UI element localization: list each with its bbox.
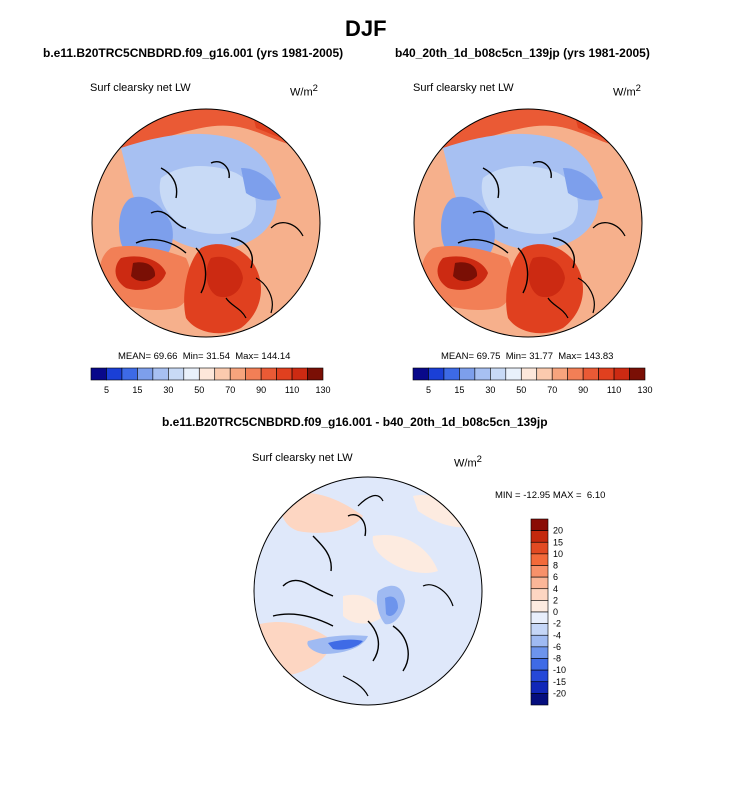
colorbar-swatch [530,669,549,683]
colorbar-swatch [307,367,324,381]
colorbar-tick-label: -2 [553,619,561,629]
colorbar-swatch [106,367,123,381]
colorbar-tick-label: -20 [553,688,566,698]
colorbar-tick-label: 6 [553,572,558,582]
colorbar-tick-label: -15 [553,677,566,687]
colorbar-tick-label: 8 [553,561,558,571]
colorbar-tick-label: 30 [163,385,173,395]
panel-2-colorbar: 5 15 30 50 70 90 110 130 [412,367,653,395]
colorbar-swatch [567,367,584,381]
panel-1-title: b.e11.B20TRC5CNBDRD.f09_g16.001 (yrs 198… [43,46,344,60]
page-title: DJF [345,16,387,41]
panel-2-stats: MEAN= 69.75 Min= 31.77 Max= 143.83 [441,351,614,362]
panel-1-variable: Surf clearsky net LW [90,82,191,94]
colorbar-tick-label: 130 [315,385,330,395]
colorbar-swatch [90,367,107,381]
colorbar-swatch [530,693,549,706]
colorbar-tick-label: 0 [553,607,558,617]
colorbar-swatch [198,367,216,381]
diff-variable: Surf clearsky net LW [252,452,353,464]
colorbar-tick-label: 70 [225,385,235,395]
diff-units: W/m2 [454,454,482,470]
colorbar-tick-label: 130 [637,385,652,395]
colorbar-swatch [551,367,568,381]
panel-1-stats: MEAN= 69.66 Min= 31.54 Max= 144.14 [118,351,291,362]
colorbar-tick-label: 50 [516,385,526,395]
colorbar-swatch [530,646,549,659]
panel-1-units: W/m2 [290,83,318,99]
colorbar-swatch [229,367,246,381]
colorbar-tick-label: 20 [553,526,563,536]
colorbar-swatch [260,367,277,381]
colorbar-swatch [530,588,549,601]
colorbar-tick-label: 50 [194,385,204,395]
colorbar-swatch [291,367,308,381]
colorbar-swatch [121,367,138,381]
panel-2-variable: Surf clearsky net LW [413,82,514,94]
colorbar-tick-label: -4 [553,630,561,640]
colorbar-swatch [520,367,538,381]
colorbar-tick-label: 10 [553,549,563,559]
colorbar-swatch [530,634,549,648]
colorbar-swatch [214,367,231,381]
colorbar-swatch [530,530,549,543]
colorbar-swatch [530,553,549,566]
colorbar-tick-label: 90 [256,385,266,395]
diff-title: b.e11.B20TRC5CNBDRD.f09_g16.001 - b40_20… [162,415,548,429]
panel-2-map [413,108,643,338]
colorbar-tick-label: 70 [547,385,557,395]
colorbar-swatch [490,367,507,381]
colorbar-swatch [530,576,549,590]
colorbar-swatch [530,623,549,636]
colorbar-swatch [137,367,154,381]
colorbar-swatch [474,367,491,381]
colorbar-swatch [459,367,476,381]
colorbar-swatch [582,367,599,381]
colorbar-swatch [598,367,615,381]
colorbar-swatch [152,367,169,381]
colorbar-swatch [530,541,549,555]
colorbar-swatch [183,367,200,381]
colorbar-tick-label: -10 [553,665,566,675]
colorbar-swatch [613,367,630,381]
panel-1-colorbar: 5 15 30 50 70 90 110 130 [90,367,331,395]
colorbar-tick-label: -6 [553,642,561,652]
colorbar-swatch [530,681,549,694]
colorbar-tick-label: 110 [285,385,299,395]
colorbar-tick-label: 110 [607,385,621,395]
colorbar-tick-label: 15 [132,385,142,395]
panel-2-title: b40_20th_1d_b08c5cn_139jp (yrs 1981-2005… [395,46,650,60]
colorbar-swatch [536,367,553,381]
colorbar-tick-label: 5 [426,385,431,395]
colorbar-swatch [530,600,549,613]
diff-minmax: MIN = -12.95 MAX = 6.10 [495,490,606,501]
colorbar-swatch [530,518,549,531]
colorbar-tick-label: 30 [485,385,495,395]
colorbar-tick-label: 4 [553,584,558,594]
colorbar-tick-label: 5 [104,385,109,395]
colorbar-swatch [629,367,646,381]
colorbar-swatch [428,367,445,381]
colorbar-swatch [530,658,549,671]
colorbar-swatch [412,367,429,381]
colorbar-tick-label: 15 [454,385,464,395]
panel-1-map [91,108,321,338]
colorbar-tick-label: 2 [553,595,558,605]
colorbar-swatch [505,367,522,381]
colorbar-swatch [443,367,460,381]
colorbar-swatch [276,367,293,381]
diff-map [253,476,483,706]
panel-2-units: W/m2 [613,83,641,99]
colorbar-swatch [168,367,185,381]
colorbar-tick-label: 90 [578,385,588,395]
colorbar-tick-label: -8 [553,654,561,664]
colorbar-swatch [245,367,262,381]
colorbar-tick-label: 15 [553,537,563,547]
colorbar-swatch [530,565,549,578]
colorbar-swatch [530,611,549,624]
